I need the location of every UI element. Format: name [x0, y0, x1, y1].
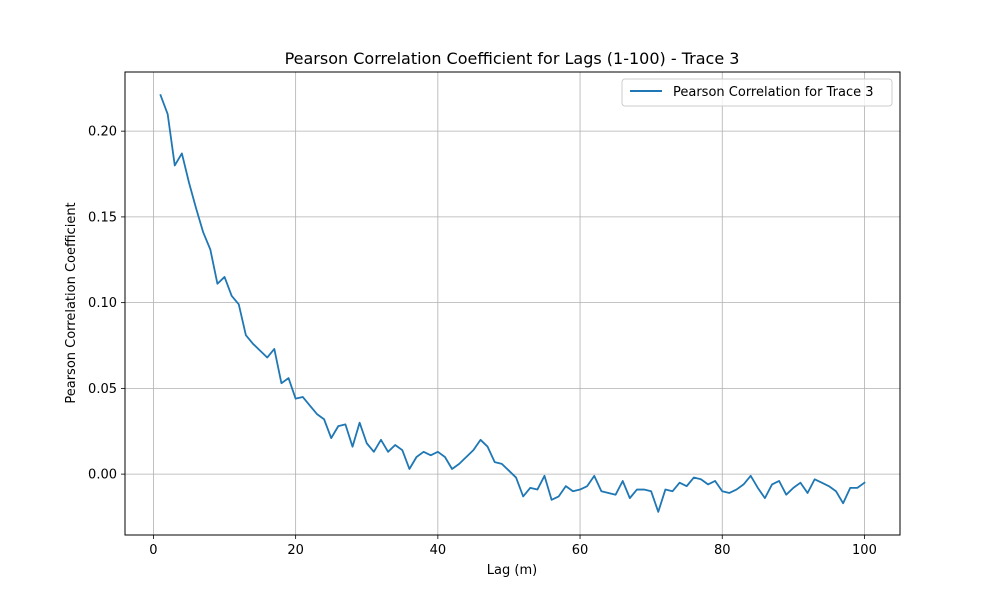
x-tick-label: 100 [852, 543, 877, 558]
legend-label: Pearson Correlation for Trace 3 [673, 85, 874, 100]
y-tick-label: 0.05 [88, 382, 117, 397]
chart-title: Pearson Correlation Coefficient for Lags… [285, 49, 740, 68]
x-tick-label: 60 [572, 543, 589, 558]
plot-area [125, 72, 900, 535]
y-axis-label: Pearson Correlation Coefficient [64, 202, 79, 403]
x-axis-label: Lag (m) [487, 563, 537, 578]
y-tick-label: 0.15 [88, 210, 117, 225]
tick-layer: 0 20 40 60 80 100 0.00 0.05 0.10 0.15 0.20 [88, 125, 877, 558]
plot-frame [124, 71, 901, 536]
series-line [159, 93, 866, 513]
grid-layer [125, 72, 900, 535]
series-layer [159, 93, 866, 513]
y-tick-label: 0.00 [88, 468, 117, 483]
x-tick-label: 80 [714, 543, 731, 558]
legend: Pearson Correlation for Trace 3 [621, 78, 893, 107]
x-tick-label: 0 [149, 543, 157, 558]
y-tick-label: 0.10 [88, 296, 117, 311]
legend-box [621, 78, 893, 107]
x-tick-label: 40 [430, 543, 447, 558]
y-tick-label: 0.20 [88, 125, 117, 140]
x-tick-label: 20 [287, 543, 304, 558]
